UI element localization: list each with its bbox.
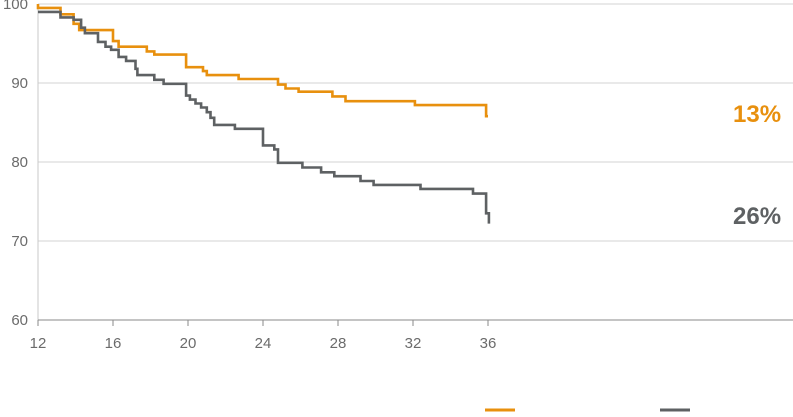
x-tick-label: 32 [405, 335, 422, 352]
x-axis: 60 70 80 90 100 12 16 20 24 28 32 36 [3, 0, 793, 352]
x-tick-label: 20 [180, 335, 197, 352]
y-tick-label: 60 [11, 312, 28, 329]
end-labels: 13% 26% [733, 101, 781, 230]
y-tick-label: 90 [11, 75, 28, 92]
y-tick-label: 70 [11, 233, 28, 250]
x-tick-label: 16 [105, 335, 122, 352]
series-lines [36, 4, 491, 224]
x-tick-label: 12 [30, 335, 47, 352]
y-tick-label: 80 [11, 154, 28, 171]
end-label-series-1: 13% [733, 101, 781, 128]
x-tick-label: 28 [330, 335, 347, 352]
x-tick-label: 24 [255, 335, 272, 352]
series-line-2 [38, 10, 491, 224]
gridlines [38, 3, 793, 242]
y-tick-label: 100 [3, 0, 28, 13]
end-label-series-2: 26% [733, 203, 781, 230]
x-tick-label: 36 [480, 335, 497, 352]
series-line-1 [36, 4, 488, 118]
